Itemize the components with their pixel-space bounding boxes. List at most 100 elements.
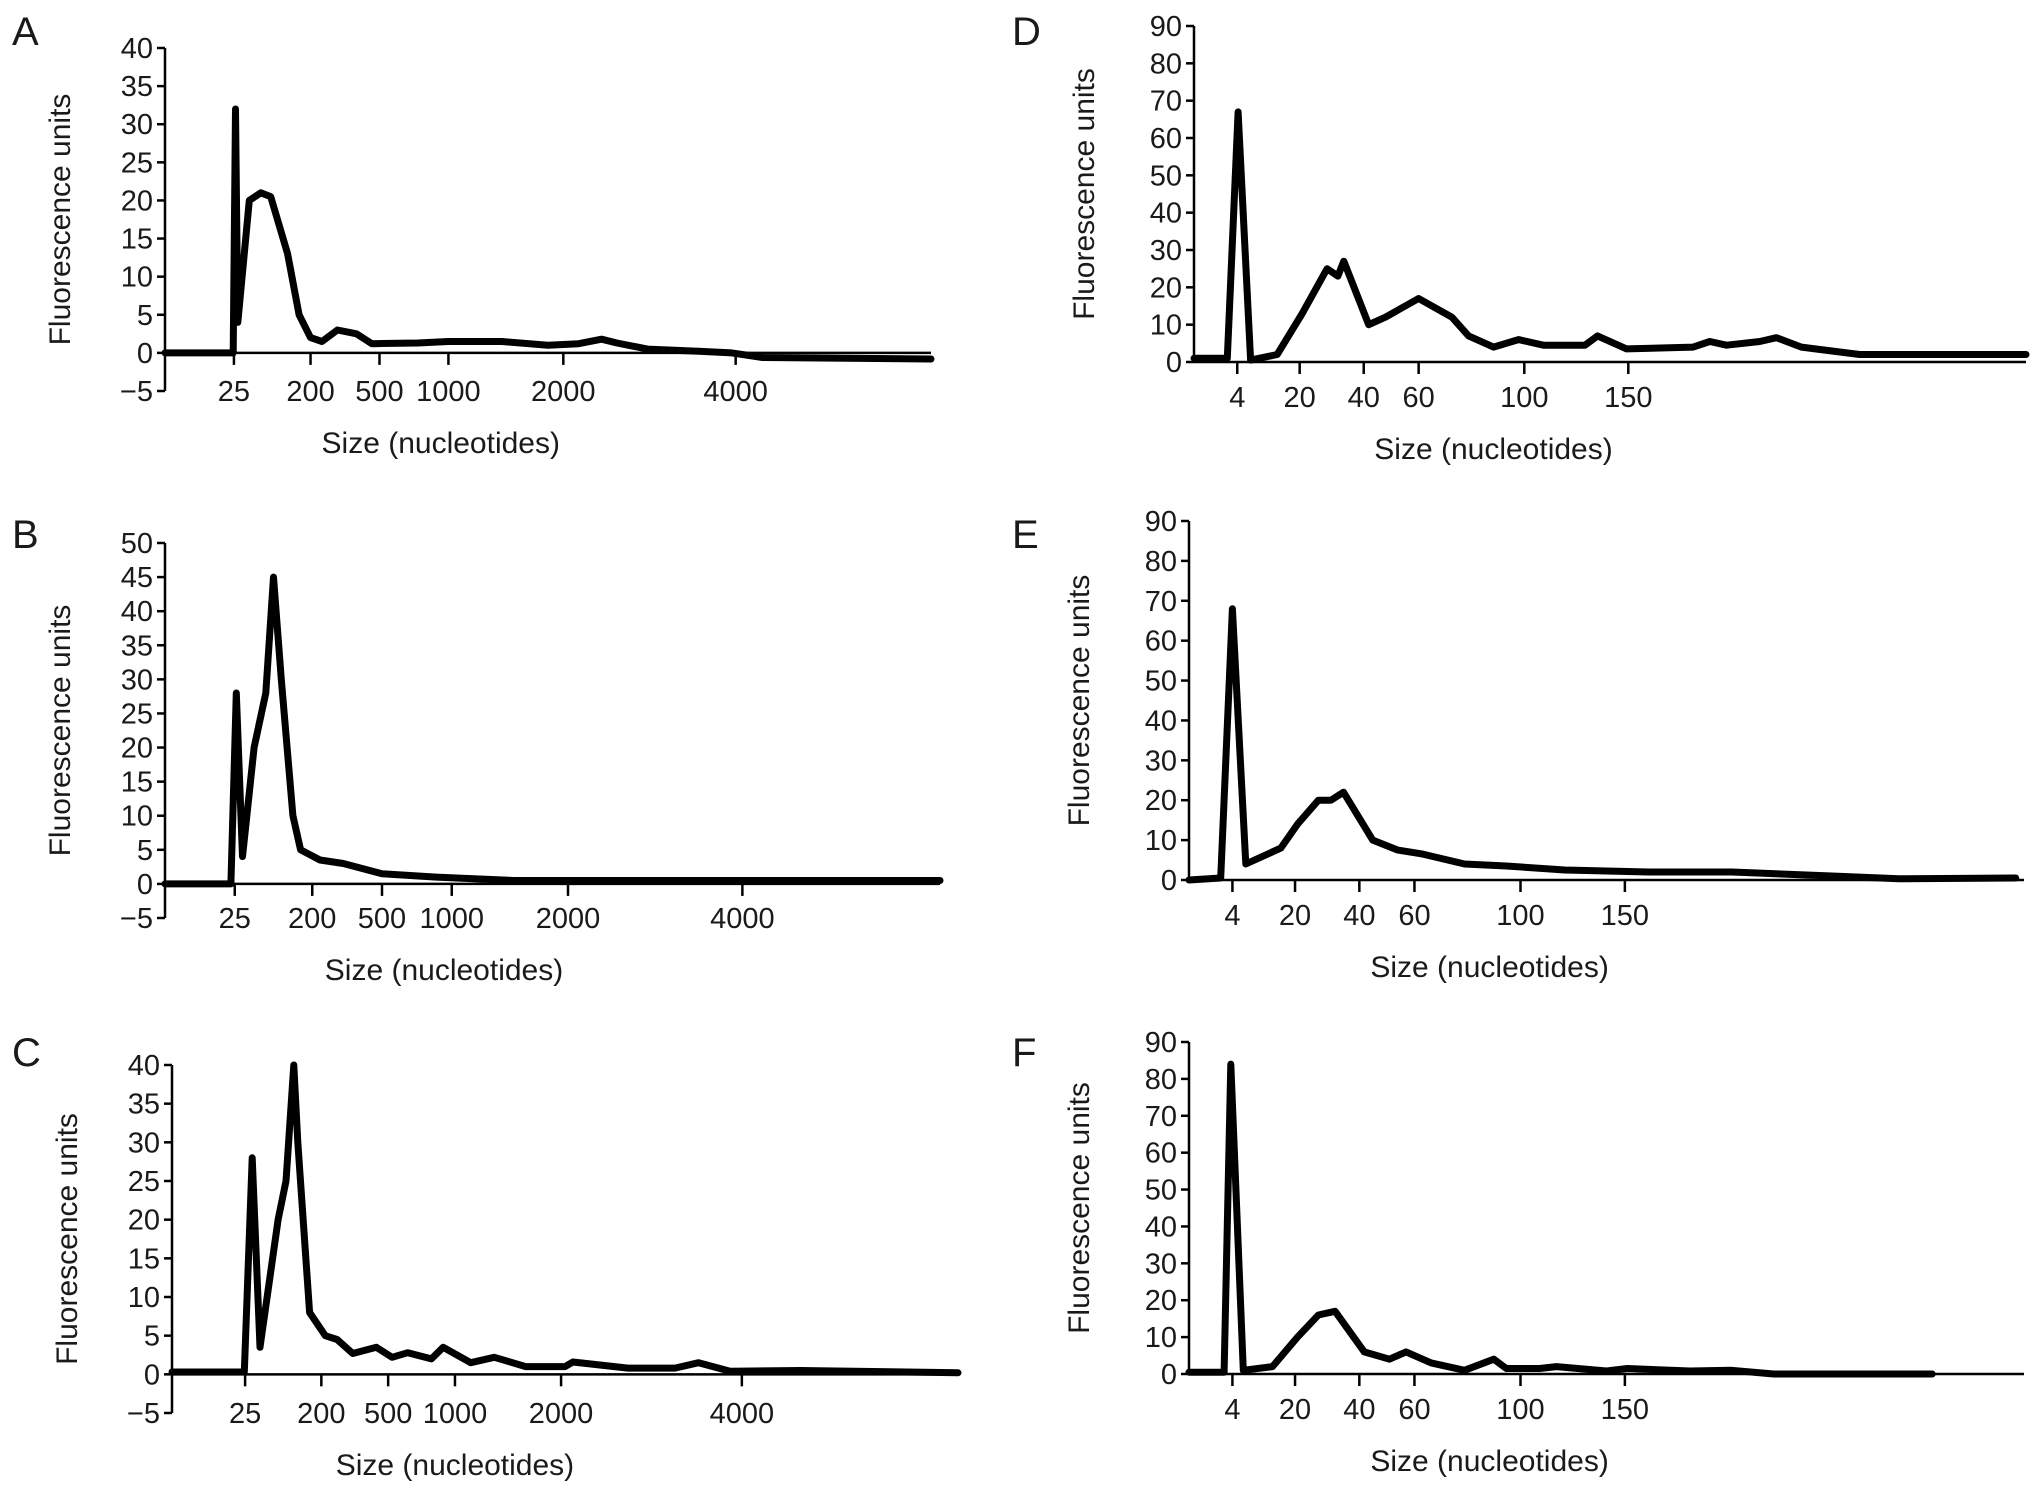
y-tick-label: 80 — [1145, 546, 1177, 578]
panel-a: A −5 0 5 10 15 20 25 30 35 40 25 200 500 1000 2000 4000 S… — [12, 10, 935, 460]
electropherogram-trace — [1190, 108, 2030, 364]
panel-c: C −5 0 5 10 15 20 25 30 35 40 25 200 500 1000 2000 4000 S… — [12, 1031, 962, 1482]
electropherogram-trace — [1185, 1060, 1936, 1378]
x-tick-label: 1000 — [419, 903, 484, 935]
y-tick-label: 20 — [121, 733, 153, 765]
y-tick-label: 50 — [121, 528, 153, 560]
y-tick-label: 20 — [1145, 1285, 1177, 1317]
y-tick-label: 5 — [144, 1321, 160, 1353]
y-tick-label: 40 — [1145, 705, 1177, 737]
y-tick-label: 0 — [144, 1359, 160, 1391]
x-tick-label: 4000 — [703, 376, 768, 408]
panel-letter: D — [1012, 10, 1041, 54]
x-tick-label: 4000 — [710, 1398, 775, 1430]
x-tick-label: 4 — [1224, 900, 1240, 932]
y-tick-label: 25 — [128, 1166, 160, 1198]
x-tick-label: 40 — [1343, 1394, 1375, 1426]
y-tick-label: 5 — [137, 835, 153, 867]
y-tick-label: 70 — [1145, 1101, 1177, 1133]
y-tick-label: 35 — [128, 1089, 160, 1121]
y-tick-label: 60 — [1145, 1138, 1177, 1170]
y-tick-label: 0 — [1161, 1359, 1177, 1391]
y-tick-label: 10 — [1145, 1322, 1177, 1354]
y-tick-label: 90 — [1145, 506, 1177, 538]
y-tick-label: 30 — [1145, 745, 1177, 777]
x-tick-label: 2000 — [536, 903, 601, 935]
y-tick-label: 30 — [121, 664, 153, 696]
y-tick-label: 50 — [1150, 160, 1182, 192]
x-tick-label: 25 — [229, 1398, 261, 1430]
y-tick-label: −5 — [120, 376, 153, 408]
y-tick-label: 25 — [121, 698, 153, 730]
x-tick-label: 20 — [1279, 1394, 1311, 1426]
panel-letter: B — [12, 513, 39, 557]
y-tick-label: 5 — [137, 300, 153, 332]
electropherogram-trace — [1185, 605, 2020, 884]
x-axis-title: Size (nucleotides) — [322, 427, 560, 460]
y-tick-label: 0 — [1161, 865, 1177, 897]
y-axis-title: Fluorescence units — [1068, 68, 1101, 320]
y-axis-title: Fluorescence units — [1063, 575, 1096, 827]
y-tick-label: 60 — [1145, 626, 1177, 658]
y-tick-label: 90 — [1145, 1027, 1177, 1059]
x-tick-label: 150 — [1601, 1394, 1649, 1426]
y-tick-label: 10 — [1150, 310, 1182, 342]
x-tick-label: 4 — [1229, 382, 1245, 414]
y-tick-label: 30 — [1145, 1248, 1177, 1280]
x-tick-label: 200 — [286, 376, 334, 408]
y-tick-label: 50 — [1145, 1175, 1177, 1207]
x-tick-label: 40 — [1348, 382, 1380, 414]
y-tick-label: 90 — [1150, 11, 1182, 43]
y-tick-label: 80 — [1145, 1064, 1177, 1096]
x-tick-label: 150 — [1601, 900, 1649, 932]
y-tick-label: 40 — [121, 33, 153, 65]
x-tick-label: 200 — [297, 1398, 345, 1430]
y-tick-label: 35 — [121, 71, 153, 103]
y-tick-label: 80 — [1150, 48, 1182, 80]
y-tick-label: 10 — [121, 801, 153, 833]
x-tick-label: 40 — [1343, 900, 1375, 932]
y-tick-label: 25 — [121, 147, 153, 179]
x-tick-label: 25 — [218, 376, 250, 408]
electropherogram-trace — [168, 1061, 962, 1377]
y-tick-label: 30 — [128, 1127, 160, 1159]
x-axis-title: Size (nucleotides) — [325, 954, 563, 987]
y-axis-title: Fluorescence units — [44, 605, 77, 857]
x-tick-label: 500 — [355, 376, 403, 408]
x-tick-label: 60 — [1398, 900, 1430, 932]
x-tick-label: 4 — [1224, 1394, 1240, 1426]
y-tick-label: 15 — [128, 1243, 160, 1275]
x-tick-label: 2000 — [531, 376, 596, 408]
y-tick-label: 20 — [128, 1205, 160, 1237]
y-tick-label: 0 — [1166, 347, 1182, 379]
x-tick-label: 100 — [1496, 1394, 1544, 1426]
y-tick-label: 0 — [137, 338, 153, 370]
y-tick-label: −5 — [120, 903, 153, 935]
y-tick-label: 30 — [1150, 235, 1182, 267]
x-tick-label: 500 — [364, 1398, 412, 1430]
x-tick-label: 500 — [358, 903, 406, 935]
x-axis-title: Size (nucleotides) — [1374, 433, 1612, 466]
y-axis-title: Fluorescence units — [51, 1113, 84, 1365]
x-axis-title: Size (nucleotides) — [1370, 951, 1608, 984]
y-tick-label: 10 — [121, 262, 153, 294]
y-tick-label: 35 — [121, 630, 153, 662]
y-tick-label: 50 — [1145, 666, 1177, 698]
y-tick-label: 40 — [128, 1050, 160, 1082]
panel-letter: E — [1012, 513, 1039, 557]
y-tick-label: 60 — [1150, 123, 1182, 155]
panel-letter: C — [12, 1031, 41, 1075]
y-tick-label: 70 — [1145, 586, 1177, 618]
x-tick-label: 1000 — [423, 1398, 488, 1430]
x-tick-label: 100 — [1500, 382, 1548, 414]
y-tick-label: −5 — [127, 1398, 160, 1430]
y-tick-label: 45 — [121, 562, 153, 594]
x-tick-label: 20 — [1284, 382, 1316, 414]
y-tick-label: 30 — [121, 109, 153, 141]
y-tick-label: 20 — [1150, 272, 1182, 304]
x-tick-label: 4000 — [710, 903, 775, 935]
electropherogram-trace — [161, 105, 935, 363]
panel-e: E 0 10 20 30 40 50 60 70 80 90 4 20 40 60 100 150 Size (n… — [1012, 506, 2024, 984]
